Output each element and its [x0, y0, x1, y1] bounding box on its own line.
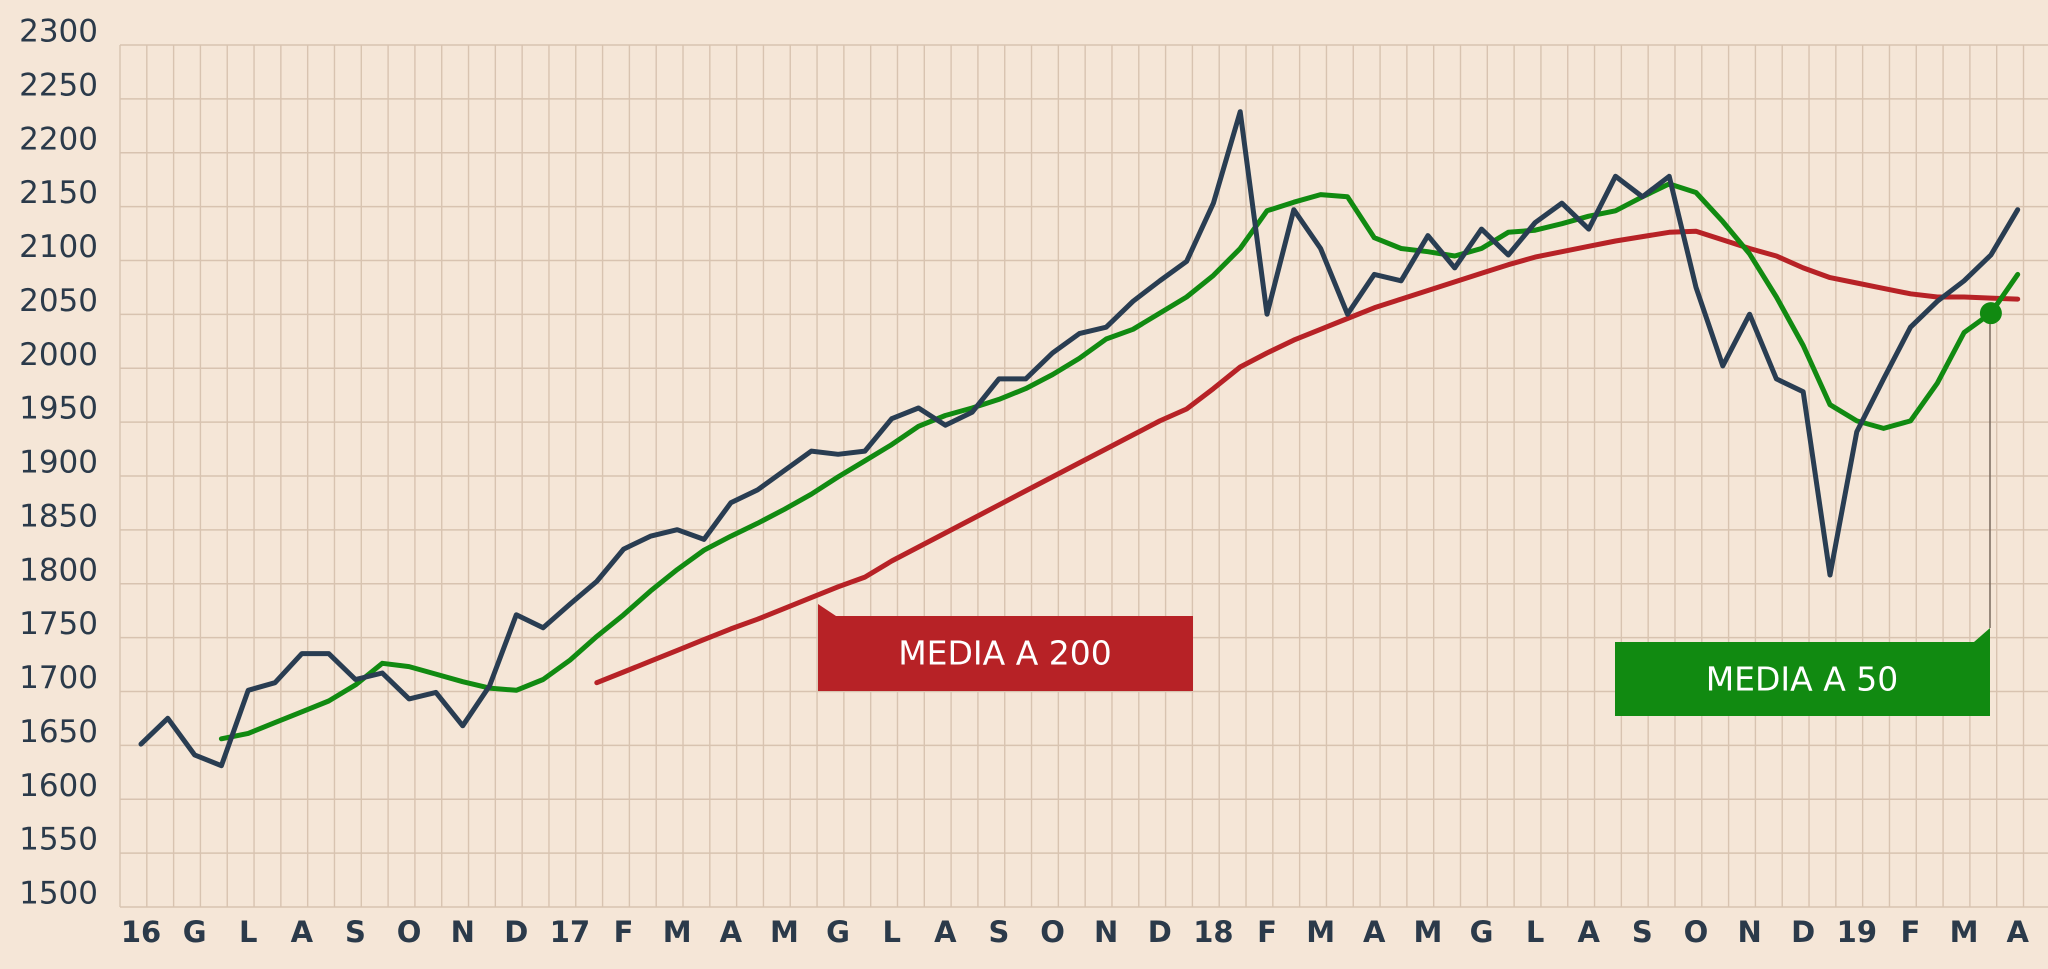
plot — [138, 109, 2021, 769]
y-tick-label: 1850 — [19, 498, 98, 534]
series-line — [138, 109, 2021, 769]
x-tick-label: 19 — [1837, 915, 1877, 949]
x-tick-label: M — [770, 915, 799, 949]
annotation-box — [818, 616, 1193, 691]
flag — [1974, 628, 1990, 642]
flag — [818, 604, 836, 616]
x-tick-label: A — [934, 915, 957, 949]
x-tick-label: A — [2006, 915, 2029, 949]
y-tick-label: 2300 — [19, 14, 98, 50]
y-tick-label: 2100 — [19, 229, 98, 265]
x-tick-label: S — [988, 915, 1009, 949]
x-tick-label: G — [183, 915, 207, 949]
x-tick-label: L — [882, 915, 900, 949]
x-tick-label: M — [1306, 915, 1335, 949]
x-tick-label: 16 — [121, 915, 161, 949]
x-tick-label: N — [451, 915, 475, 949]
x-tick-label: F — [614, 915, 634, 949]
y-tick-label: 1700 — [19, 660, 98, 696]
grid: 1500 1550 1600 1650 1700 1750 1800 1850 1900 1950… — [19, 14, 2048, 949]
x-tick-label: A — [1363, 915, 1386, 949]
series-line — [218, 181, 2021, 742]
series-line — [594, 228, 2021, 686]
y-tick-label: 2050 — [19, 283, 98, 319]
x-tick-label: 18 — [1193, 915, 1233, 949]
x-tick-label: A — [1578, 915, 1601, 949]
x-tick-label: O — [1040, 915, 1065, 949]
x-tick-label: N — [1094, 915, 1118, 949]
x-tick-label: G — [826, 915, 850, 949]
x-tick-label: M — [1950, 915, 1979, 949]
y-tick-label: 1800 — [19, 552, 98, 588]
marker-dot — [1979, 302, 2002, 325]
x-tick-label: D — [504, 915, 528, 949]
x-tick-label: 17 — [550, 915, 590, 949]
x-tick-label: A — [291, 915, 314, 949]
y-tick-label: 1950 — [19, 391, 98, 427]
y-tick-label: 1650 — [19, 714, 98, 750]
x-tick-label: F — [1901, 915, 1921, 949]
y-tick-label: 1550 — [19, 822, 98, 858]
x-tick-label: M — [1413, 915, 1442, 949]
annotation-box — [1615, 642, 1990, 716]
y-tick-label: 2000 — [19, 337, 98, 373]
x-tick-label: O — [397, 915, 422, 949]
annotation-label: MEDIA A 50 — [1706, 660, 1899, 699]
x-tick-label: L — [239, 915, 257, 949]
y-tick-label: 1750 — [19, 606, 98, 642]
x-tick-label: D — [1148, 915, 1172, 949]
x-tick-label: A — [720, 915, 743, 949]
y-tick-label: 1600 — [19, 768, 98, 804]
x-tick-label: M — [663, 915, 692, 949]
x-tick-label: L — [1526, 915, 1544, 949]
y-tick-label: 2200 — [19, 121, 98, 157]
y-tick-label: 1900 — [19, 445, 98, 481]
x-tick-label: D — [1791, 915, 1815, 949]
x-tick-label: S — [345, 915, 366, 949]
x-tick-label: O — [1684, 915, 1709, 949]
x-tick-label: F — [1257, 915, 1277, 949]
x-tick-label: N — [1737, 915, 1761, 949]
x-tick-label: S — [1632, 915, 1653, 949]
annotation-label: MEDIA A 200 — [898, 634, 1112, 673]
y-tick-label: 1500 — [19, 876, 98, 912]
y-tick-label: 2250 — [19, 67, 98, 103]
x-tick-label: G — [1470, 915, 1494, 949]
y-tick-label: 2150 — [19, 175, 98, 211]
